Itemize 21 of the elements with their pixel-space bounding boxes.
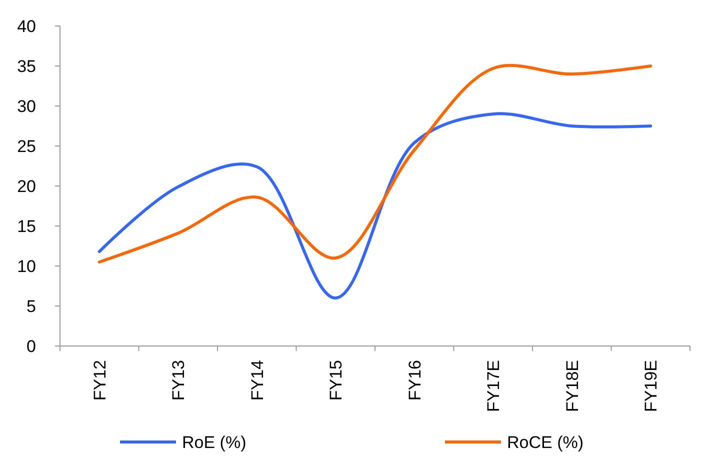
- x-tick-label: FY14: [248, 360, 267, 401]
- x-tick-label: FY16: [405, 360, 424, 401]
- y-tick-label: 10: [17, 256, 36, 276]
- y-tick-label: 15: [17, 216, 36, 236]
- line-series: [98, 64, 652, 264]
- legend-label: RoE (%): [182, 432, 246, 452]
- legend-label: RoCE (%): [507, 432, 584, 452]
- y-tick-label: 5: [26, 296, 36, 316]
- x-tick-label: FY15: [326, 360, 346, 401]
- line-series: [98, 112, 652, 300]
- y-tick-label: 30: [17, 96, 36, 116]
- x-tick-label: FY17E: [484, 360, 504, 412]
- y-tick-label: 40: [17, 16, 36, 36]
- x-tick-label: FY13: [169, 360, 188, 401]
- x-tick-label: FY18E: [562, 360, 582, 412]
- y-tick-label: 25: [17, 136, 36, 156]
- y-tick-label: 0: [26, 336, 36, 356]
- y-tick-label: 35: [17, 56, 36, 76]
- y-tick-label: 20: [17, 176, 36, 196]
- x-tick-label: FY19E: [642, 360, 661, 412]
- x-tick-label: FY12: [90, 360, 110, 401]
